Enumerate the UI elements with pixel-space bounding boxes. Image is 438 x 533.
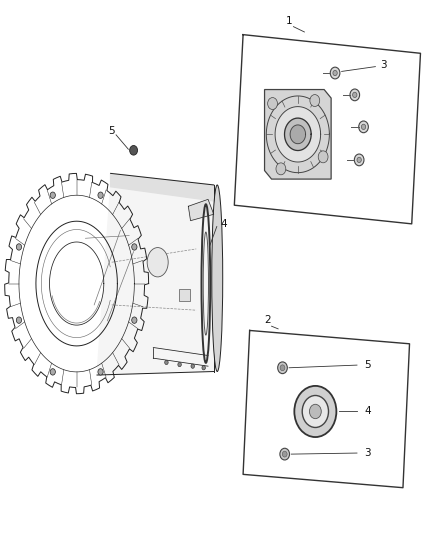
Circle shape: [202, 366, 205, 370]
Text: 3: 3: [380, 60, 387, 70]
Ellipse shape: [147, 247, 168, 277]
Polygon shape: [275, 107, 321, 162]
Polygon shape: [97, 187, 214, 375]
Polygon shape: [265, 90, 331, 179]
Circle shape: [280, 365, 285, 371]
Circle shape: [294, 386, 336, 437]
Circle shape: [361, 124, 366, 130]
Text: 1: 1: [286, 17, 293, 26]
Circle shape: [350, 89, 360, 101]
Polygon shape: [285, 118, 311, 150]
Circle shape: [132, 244, 137, 250]
Text: 3: 3: [364, 448, 371, 458]
Circle shape: [276, 163, 286, 175]
Circle shape: [50, 369, 55, 375]
Text: 2: 2: [264, 315, 271, 325]
Circle shape: [310, 94, 320, 107]
Text: 5: 5: [108, 126, 115, 135]
Circle shape: [132, 317, 137, 324]
Circle shape: [191, 364, 194, 368]
Circle shape: [309, 404, 321, 419]
Circle shape: [178, 362, 181, 367]
Circle shape: [353, 92, 357, 98]
Circle shape: [16, 317, 21, 324]
Circle shape: [268, 98, 277, 109]
Circle shape: [354, 154, 364, 166]
Circle shape: [98, 369, 103, 375]
Polygon shape: [290, 125, 306, 144]
Circle shape: [98, 192, 103, 198]
Circle shape: [357, 157, 361, 163]
Polygon shape: [110, 173, 214, 201]
Polygon shape: [234, 35, 420, 224]
Polygon shape: [188, 199, 214, 221]
Circle shape: [318, 151, 328, 163]
Circle shape: [330, 67, 340, 79]
Circle shape: [130, 146, 138, 155]
Circle shape: [50, 192, 55, 198]
Circle shape: [278, 362, 287, 374]
Circle shape: [280, 448, 290, 460]
Polygon shape: [243, 330, 410, 488]
Text: 4: 4: [220, 219, 227, 229]
Text: 4: 4: [364, 407, 371, 416]
Ellipse shape: [212, 185, 223, 372]
Circle shape: [359, 121, 368, 133]
Circle shape: [333, 70, 337, 76]
Circle shape: [302, 395, 328, 427]
Circle shape: [16, 244, 21, 250]
Text: 5: 5: [364, 360, 371, 370]
Circle shape: [165, 360, 168, 365]
Circle shape: [282, 451, 287, 457]
FancyBboxPatch shape: [179, 289, 190, 301]
